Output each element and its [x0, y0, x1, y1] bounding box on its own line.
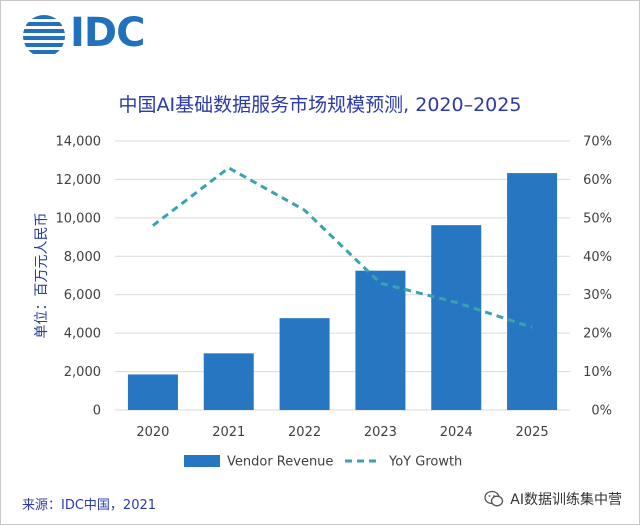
watermark-text: AI数据训练集中营 [510, 492, 622, 508]
x-tick-label: 2021 [212, 425, 245, 440]
bar-vendor-revenue [507, 173, 558, 410]
chart-title: 中国AI基础数据服务市场规模预测, 2020–2025 [118, 94, 522, 116]
x-tick-label: 2020 [136, 425, 169, 440]
y-tick-label: 4,000 [64, 327, 101, 342]
watermark: AI数据训练集中营 [484, 489, 622, 509]
y2-tick-label: 0% [591, 404, 612, 419]
y2-tick-label: 10% [583, 365, 612, 380]
x-tick-label: 2024 [440, 425, 473, 440]
bar-vendor-revenue [355, 270, 406, 410]
line-yoy-growth [152, 166, 533, 329]
y-tick-label: 6,000 [64, 288, 101, 303]
y-tick-label: 12,000 [56, 173, 102, 188]
y2-tick-label: 60% [583, 173, 612, 188]
source-note: 来源：IDC中国，2021 [22, 498, 157, 513]
y-tick-label: 14,000 [56, 135, 102, 150]
y-tick-label: 8,000 [64, 250, 101, 265]
bar-vendor-revenue [203, 353, 254, 410]
y-tick-label: 0 [93, 404, 101, 419]
y2-tick-label: 40% [583, 250, 612, 265]
y-tick-label: 2,000 [64, 365, 101, 380]
y2-tick-label: 50% [583, 211, 612, 226]
x-tick-label: 2023 [364, 425, 397, 440]
legend-swatch-vendor-revenue [184, 455, 220, 467]
legend-label-yoy-growth: YoY Growth [388, 455, 462, 470]
bar-vendor-revenue [279, 318, 330, 410]
x-tick-label: 2022 [288, 425, 321, 440]
y2-tick-label: 20% [583, 327, 612, 342]
bar-vendor-revenue [127, 374, 178, 410]
x-tick-label: 2025 [516, 425, 549, 440]
bar-vendor-revenue [431, 225, 482, 410]
legend-label-vendor-revenue: Vendor Revenue [227, 455, 333, 470]
y-axis-label: 单位：百万元人民币 [34, 213, 50, 339]
y2-tick-label: 70% [583, 135, 612, 150]
wechat-icon [484, 490, 504, 507]
y2-tick-label: 30% [583, 288, 612, 303]
y-tick-label: 10,000 [56, 211, 102, 226]
idc-logo-text: IDC [70, 10, 145, 56]
idc-logo-icon [23, 15, 65, 54]
